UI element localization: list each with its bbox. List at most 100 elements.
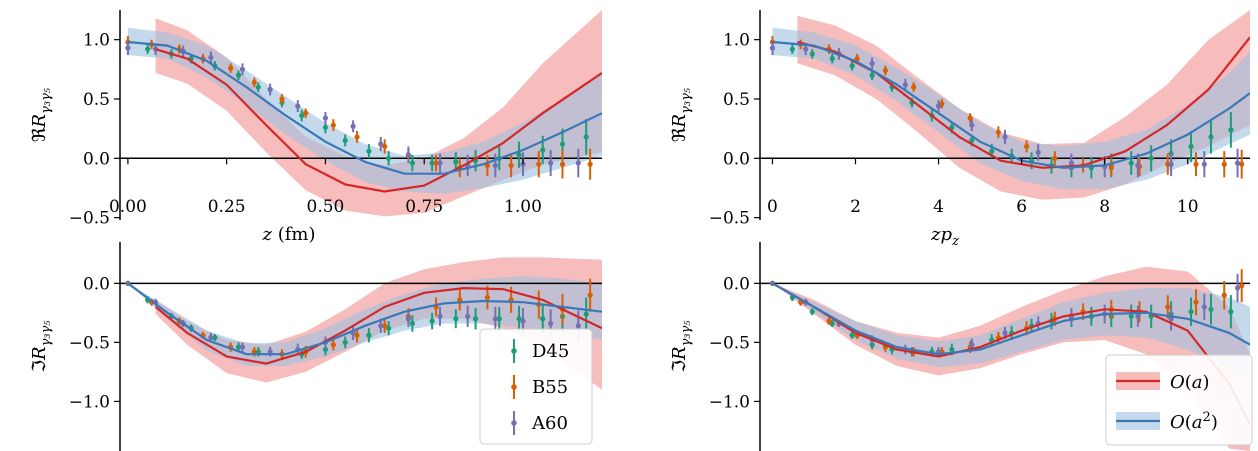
x-tick-label: 0.75 (405, 197, 443, 217)
point-A60 (437, 313, 443, 319)
point-B55 (354, 134, 360, 140)
legend-label-B55: B55 (532, 377, 568, 398)
point-D45 (1208, 134, 1214, 140)
line-Oa-top-left (155, 48, 602, 193)
y-tick-label: 1.0 (83, 31, 110, 51)
panel-top-left: −0.5 0.0 0.5 1.0 0.00 0.25 0.50 0.75 1.00 z (fm) ℜ… (29, 10, 602, 245)
point-D45 (809, 309, 815, 315)
point-B55 (484, 294, 491, 301)
point-B55 (1221, 161, 1227, 167)
y-tick-label: −0.5 (69, 209, 110, 229)
y-axis-label: ℑRγ₃γ₅ (29, 320, 54, 373)
point-B55 (251, 79, 257, 85)
point-D45 (949, 124, 955, 131)
point-A60 (295, 103, 301, 109)
panel-top-right: −0.5 0.0 0.5 1.0 0 2 4 6 8 10 zpz ℜRγ₃γ₅ (669, 10, 1250, 249)
legend-label-D45: D45 (532, 341, 569, 362)
line-Oa2-bottom-left (127, 282, 602, 356)
point-A60 (769, 45, 776, 51)
point-B55 (911, 84, 917, 90)
y-tick-label: −1.0 (69, 392, 110, 412)
point-A60 (350, 123, 356, 129)
x-axis-label: z (fm) (262, 224, 316, 245)
point-B55 (1052, 155, 1058, 161)
point-A60 (548, 160, 554, 166)
point-B55 (330, 122, 336, 128)
point-D45 (969, 137, 975, 144)
point-A60 (1201, 161, 1207, 167)
x-tick-label: 8 (1099, 197, 1110, 217)
point-D45 (869, 72, 875, 78)
point-A60 (1201, 304, 1207, 310)
legend-bottom-right: O(a) O(a2) (1105, 354, 1253, 446)
point-D45 (849, 332, 855, 338)
point-B55 (354, 332, 360, 338)
point-D45 (145, 46, 151, 52)
point-D45 (409, 320, 415, 327)
point-A60 (520, 318, 526, 324)
point-A60 (125, 45, 131, 51)
point-D45 (235, 72, 242, 78)
point-A60 (1234, 285, 1241, 291)
point-D45 (949, 346, 955, 353)
point-D45 (255, 84, 261, 90)
point-B55 (995, 129, 1001, 135)
point-B55 (826, 318, 832, 324)
y-tick-label: −0.5 (709, 333, 750, 353)
point-D45 (386, 155, 392, 161)
point-A60 (378, 141, 384, 147)
point-B55 (382, 323, 388, 329)
point-B55 (587, 161, 593, 167)
x-tick-label: 0.00 (109, 197, 147, 217)
x-tick-label: 2 (850, 197, 861, 217)
line-Oa2-top-left (127, 40, 602, 175)
y-axis-label: ℜRγ₃γ₅ (29, 87, 54, 142)
point-B55 (1108, 165, 1114, 171)
point-A60 (437, 160, 443, 166)
point-B55 (1193, 161, 1199, 167)
point-D45 (1208, 306, 1214, 312)
point-B55 (587, 292, 593, 298)
point-D45 (322, 124, 329, 131)
legend-label-Oa: O(a) (1170, 372, 1210, 393)
y-tick-label: −1.0 (709, 392, 750, 412)
point-A60 (267, 86, 273, 93)
point-A60 (969, 122, 975, 128)
point-D45 (540, 316, 546, 322)
point-A60 (548, 320, 554, 327)
point-D45 (1128, 160, 1134, 166)
point-A60 (902, 82, 908, 88)
point-D45 (1228, 127, 1234, 133)
point-B55 (508, 162, 514, 169)
point-D45 (559, 141, 566, 147)
point-D45 (342, 137, 348, 144)
point-B55 (1023, 143, 1030, 150)
point-A60 (208, 54, 214, 61)
band-Oa2-bottom-left (127, 276, 602, 366)
band-Oa-top-left (155, 10, 602, 217)
legend-marker (511, 384, 517, 390)
point-A60 (378, 323, 384, 329)
point-A60 (1068, 160, 1075, 166)
point-B55 (536, 161, 542, 167)
y-tick-label: 0.0 (83, 274, 110, 294)
band-Oa2-top-left (127, 27, 602, 194)
point-B55 (1193, 299, 1199, 305)
point-B55 (854, 56, 860, 62)
point-D45 (809, 51, 815, 57)
point-D45 (1228, 309, 1234, 315)
x-tick-label: 0 (767, 197, 778, 217)
point-D45 (829, 56, 835, 62)
panel-bottom-left: −1.0 −0.5 0.0 ℑRγ₃γ₅ D45 B55 A60 (29, 242, 602, 451)
point-B55 (228, 65, 234, 71)
plot-area (120, 10, 602, 217)
x-tick-label: 1.00 (504, 197, 542, 217)
point-B55 (559, 161, 566, 167)
legend-bottom-left: D45 B55 A60 (479, 328, 593, 445)
legend-label-Oa2: O(a2) (1170, 410, 1218, 433)
point-D45 (989, 148, 995, 154)
point-A60 (803, 46, 809, 52)
point-B55 (1239, 161, 1245, 167)
point-D45 (299, 112, 305, 119)
point-A60 (935, 103, 942, 109)
